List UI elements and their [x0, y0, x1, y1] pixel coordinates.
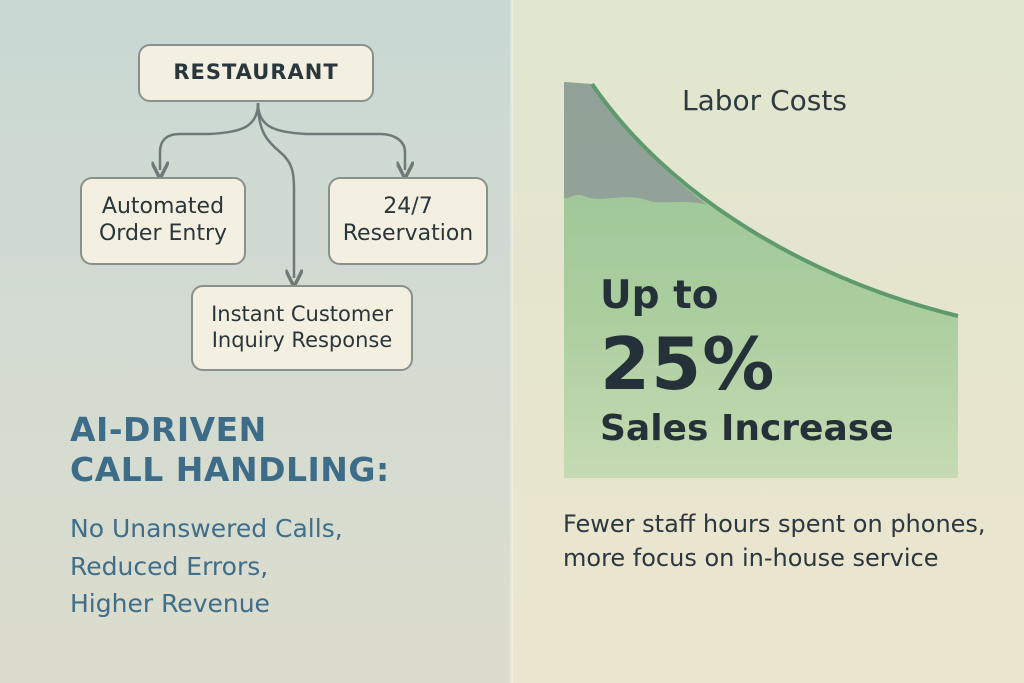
node-label-line1: Instant Customer: [211, 302, 393, 327]
connector-to-order-entry: [160, 102, 260, 170]
panel-divider: [510, 0, 513, 683]
curve-line: [590, 82, 959, 318]
diagram-node-order-entry: Automated Order Entry: [80, 177, 246, 265]
benefit-item: No Unanswered Calls,: [70, 514, 343, 543]
footnote-line2: more focus on in-house service: [563, 543, 939, 572]
connector-to-reservation: [256, 102, 405, 170]
headline: AI-DRIVEN CALL HANDLING:: [70, 410, 490, 489]
node-label-line1: 24/7: [383, 194, 433, 220]
footnote-line1: Fewer staff hours spent on phones,: [563, 510, 986, 538]
diagram-connectors: [0, 102, 512, 683]
node-label-line2: Order Entry: [98, 221, 228, 246]
stat-prefix: Up to: [600, 273, 719, 318]
node-label-line1: Automated: [101, 194, 225, 220]
stat-value: 25%: [600, 322, 776, 406]
chart-title: Labor Costs: [682, 84, 847, 117]
footnote: Fewer staff hours spent on phones, more …: [563, 508, 1003, 575]
benefits-list: No Unanswered Calls, Reduced Errors, Hig…: [70, 510, 490, 623]
headline-line1: AI-DRIVEN: [70, 410, 267, 449]
node-label-line2: Reservation: [342, 221, 474, 246]
benefit-item: Reduced Errors,: [70, 551, 269, 581]
diagram-node-reservation: 24/7 Reservation: [328, 177, 488, 265]
diagram-node-inquiry-response: Instant Customer Inquiry Response: [191, 285, 413, 371]
benefit-item: Higher Revenue: [70, 589, 270, 618]
diagram-node-restaurant: RESTAURANT: [138, 44, 374, 102]
node-label-line2: Inquiry Response: [211, 328, 393, 352]
node-label: RESTAURANT: [173, 60, 339, 85]
headline-line2: CALL HANDLING:: [70, 449, 390, 489]
labor-cost-curve: [564, 82, 959, 478]
curve-shadow: [564, 82, 707, 205]
stat-label: Sales Increase: [600, 408, 894, 449]
connector-to-inquiry-response: [256, 102, 294, 278]
